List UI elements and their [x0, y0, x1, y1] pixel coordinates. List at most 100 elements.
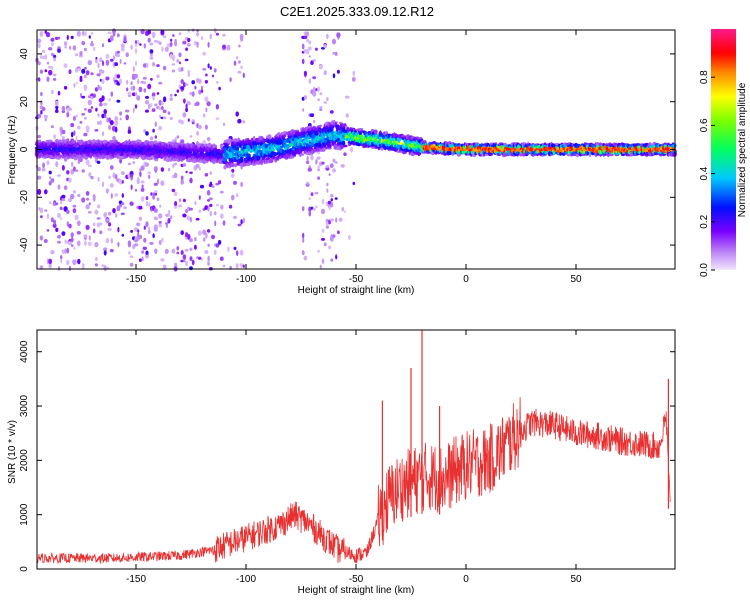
spectrogram-cell: [37, 166, 41, 172]
spectrogram-cell: [183, 259, 186, 263]
spectrogram-cell: [196, 31, 199, 37]
spectrogram-cell: [321, 228, 325, 233]
spectrogram-cell: [201, 36, 203, 41]
spectrogram-cell: [178, 32, 182, 36]
spectrogram-cell: [326, 182, 329, 187]
spectrogram-cell: [256, 155, 261, 161]
spectrogram-cell: [174, 157, 178, 161]
spectrogram-cell: [193, 41, 198, 46]
spectrogram-cell: [134, 92, 138, 96]
spectrogram-cell: [343, 152, 347, 156]
spectrogram-cell: [149, 49, 154, 54]
spectrogram-cell: [319, 92, 323, 96]
spectrogram-cell: [204, 205, 209, 210]
spectrogram-cell: [70, 232, 74, 238]
spectrogram-cell: [61, 164, 65, 171]
spectrogram-cell: [204, 173, 209, 177]
spectrogram-cell: [132, 85, 136, 91]
spectrogram-cell: [233, 215, 237, 219]
spectrogram-cell: [147, 171, 151, 175]
spectrogram-cell: [130, 155, 135, 158]
spectrogram-cell: [178, 204, 182, 208]
spectrogram-cell: [176, 135, 180, 139]
spectrogram-cell: [191, 80, 195, 85]
spectrogram-cell: [189, 256, 193, 261]
spectrogram-cell: [216, 80, 219, 84]
spectrogram-cell: [310, 60, 314, 66]
spectrogram-cell: [143, 81, 147, 85]
spectrogram-cell: [48, 65, 53, 69]
spectrogram-cell: [71, 161, 74, 168]
spectrogram-cell: [182, 213, 187, 218]
spectrogram-cell: [326, 33, 329, 39]
spectrogram-cell: [90, 40, 94, 45]
spectrogram-cell: [158, 125, 163, 131]
spectrogram-cell: [66, 259, 70, 266]
spectrogram-cell: [108, 124, 112, 131]
spectrogram-cell: [97, 62, 100, 69]
spectrogram-cell: [178, 61, 182, 65]
spectrogram-cell: [130, 229, 134, 233]
spectrogram-cell: [320, 208, 326, 215]
spectrogram-cell: [170, 38, 173, 42]
spectrogram-cell: [174, 201, 178, 206]
spectrogram-cell: [341, 140, 346, 146]
spectrogram-cell: [50, 125, 55, 129]
spectrogram-cell: [134, 104, 138, 109]
spectrogram-cell: [303, 143, 307, 146]
spectrogram-cell: [249, 150, 253, 153]
spectrogram-cell: [226, 44, 231, 51]
spectrogram-cell: [145, 162, 149, 167]
spectrogram-cell: [85, 148, 91, 153]
spectrogram-cell: [127, 162, 132, 166]
spectrogram-cell: [81, 263, 85, 267]
spectrogram-cell: [47, 148, 52, 152]
spectrogram-cell: [164, 248, 169, 255]
spectrogram-cell: [63, 63, 68, 69]
spectrogram-cell: [114, 193, 118, 197]
spectrogram-cell: [46, 229, 50, 232]
spectrogram-cell: [160, 29, 165, 35]
colorbar-tick-label: 0.8: [699, 70, 710, 84]
spectrogram-cell: [96, 73, 101, 77]
spectrogram-cell: [166, 158, 170, 161]
spectrogram-cell: [101, 95, 105, 102]
spectrogram-cell: [178, 198, 182, 202]
spectrogram-cell: [151, 31, 156, 37]
spectrogram-cell: [302, 232, 305, 239]
spectrogram-cell: [108, 211, 112, 216]
spectrogram-cell: [57, 36, 61, 40]
spectrogram-cell: [207, 205, 210, 212]
spectrogram-cell: [317, 168, 321, 172]
spectrogram-cell: [71, 140, 77, 144]
spectrogram-cell: [173, 191, 178, 196]
spectrogram-cell: [182, 254, 187, 260]
spectrogram-cell: [75, 135, 78, 141]
spectrogram-cell: [329, 110, 334, 114]
spectrogram-cell: [129, 201, 134, 206]
spectrogram-cell: [222, 122, 226, 126]
spectrogram-cell: [148, 202, 151, 207]
spectrogram-cell: [116, 99, 121, 103]
spectrogram-cell: [88, 235, 91, 241]
spectrogram-cell: [158, 239, 162, 246]
spectrogram-cell: [69, 45, 71, 50]
spectrogram-cell: [57, 48, 61, 53]
spectrogram-cell: [147, 83, 152, 90]
spectrogram-cell: [94, 263, 98, 267]
spectrogram-cell: [180, 67, 184, 72]
spectrogram-cell: [150, 77, 153, 81]
spectrogram-cell: [242, 72, 245, 79]
spectrogram-cell: [38, 77, 41, 82]
spectrogram-cell: [211, 74, 215, 78]
snr-series: [36, 330, 671, 565]
spectrogram-cell: [158, 213, 163, 219]
snr-y-tick-label: 1000: [19, 503, 30, 526]
spectrogram-cell: [283, 134, 287, 138]
spectrogram-cell: [160, 180, 165, 186]
spectrogram-cell: [68, 69, 72, 74]
spectrogram-cell: [416, 152, 422, 156]
spectrogram-cell: [206, 229, 211, 233]
spectrogram-cell: [219, 213, 224, 219]
